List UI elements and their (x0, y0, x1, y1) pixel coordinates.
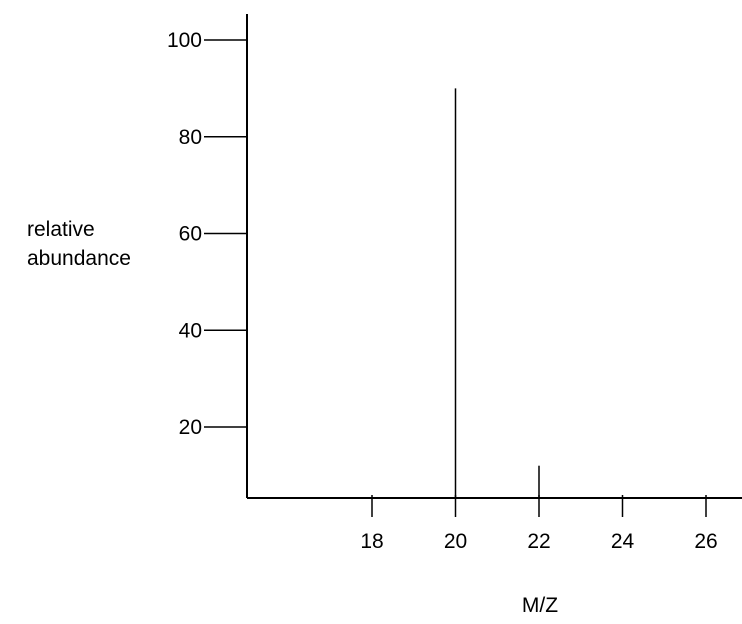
x-tick-label: 22 (527, 530, 550, 553)
x-tick-label: 18 (360, 530, 383, 553)
x-tick-label: 26 (694, 530, 717, 553)
y-tick-label: 100 (167, 29, 202, 52)
y-tick-label: 20 (179, 416, 202, 439)
x-ticks: 18 20 22 24 26 (360, 495, 718, 553)
y-axis-label-line-1: relative (27, 218, 95, 241)
x-tick-label: 20 (444, 530, 467, 553)
y-tick-label: 80 (179, 126, 202, 149)
spectrum-peaks (454, 88, 540, 498)
y-tick-label: 60 (179, 223, 202, 246)
y-tick-label: 40 (179, 319, 202, 342)
x-axis-label: M/Z (522, 594, 558, 617)
y-axis-label-line-2: abundance (27, 247, 131, 270)
y-ticks: 20 40 60 80 100 (167, 29, 247, 439)
x-tick-label: 24 (611, 530, 635, 553)
